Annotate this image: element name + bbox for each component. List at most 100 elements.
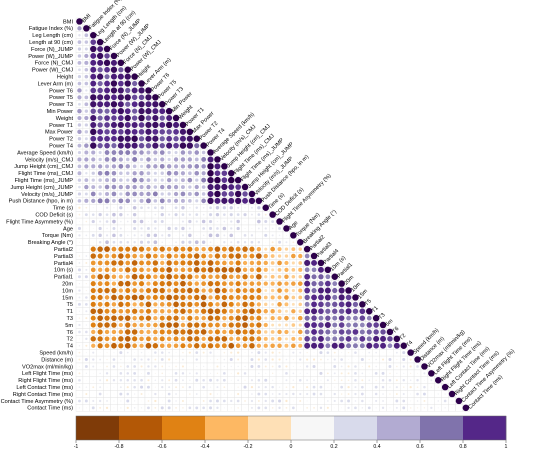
correlation-circle: [146, 295, 151, 300]
correlation-circle: [209, 351, 212, 354]
correlation-circle: [248, 190, 256, 198]
correlation-circle: [430, 406, 433, 410]
correlation-circle: [299, 351, 302, 354]
correlation-circle: [271, 234, 274, 237]
correlation-circle: [140, 393, 143, 396]
correlation-circle: [91, 329, 96, 335]
correlation-circle: [84, 150, 89, 155]
correlation-circle: [216, 365, 219, 368]
correlation-circle: [299, 386, 301, 388]
legend-tick-label: 0.8: [459, 444, 466, 450]
correlation-circle: [271, 385, 274, 389]
correlation-circle: [105, 372, 109, 375]
correlation-circle: [340, 399, 343, 403]
correlation-circle: [125, 260, 131, 266]
correlation-circle: [175, 386, 178, 389]
correlation-circle: [249, 301, 255, 307]
correlation-circle: [90, 308, 97, 315]
correlation-circle: [325, 301, 331, 307]
correlation-circle: [331, 342, 338, 349]
correlation-circle: [98, 226, 102, 231]
correlation-circle: [161, 234, 164, 237]
correlation-circle: [104, 246, 110, 253]
legend-tick-label: -0.2: [244, 444, 253, 450]
correlation-circle: [117, 121, 124, 129]
correlation-circle: [345, 294, 352, 301]
correlation-circle: [243, 241, 247, 244]
correlation-circle: [104, 150, 110, 155]
correlation-circle: [112, 226, 116, 230]
correlation-circle: [85, 289, 87, 292]
correlation-circle: [90, 73, 97, 80]
row-label-distance-m: Distance (m): [41, 357, 73, 363]
correlation-circle: [152, 135, 159, 142]
correlation-circle: [127, 207, 129, 209]
correlation-circle: [409, 365, 412, 368]
row-label-t5: T5: [66, 302, 73, 308]
correlation-circle: [393, 342, 400, 349]
correlation-circle: [270, 309, 275, 314]
correlation-circle: [409, 379, 412, 382]
correlation-circle: [297, 239, 304, 246]
correlation-circle: [194, 322, 200, 328]
correlation-circle: [203, 393, 205, 395]
correlation-circle: [92, 379, 94, 381]
correlation-circle: [423, 400, 426, 402]
correlation-circle: [180, 308, 186, 314]
correlation-circle: [437, 386, 439, 388]
correlation-circle: [111, 184, 117, 190]
correlation-circle: [244, 365, 246, 368]
correlation-circle: [250, 379, 254, 382]
correlation-circle: [126, 372, 130, 375]
correlation-circle: [118, 253, 124, 259]
correlation-circle: [180, 150, 186, 155]
correlation-circle: [110, 87, 118, 94]
correlation-circle: [251, 393, 253, 395]
correlation-circle: [214, 287, 221, 294]
correlation-circle: [207, 156, 214, 163]
correlation-circle: [256, 267, 262, 273]
correlation-circle: [97, 80, 103, 87]
correlation-circle: [437, 400, 440, 402]
correlation-circle: [414, 356, 421, 363]
correlation-circle: [249, 281, 255, 286]
correlation-circle: [138, 94, 145, 101]
correlation-circle: [131, 115, 138, 121]
correlation-circle: [92, 365, 95, 368]
correlation-circle: [117, 115, 124, 121]
correlation-circle: [173, 157, 179, 162]
correlation-circle: [407, 349, 414, 356]
correlation-circle: [435, 377, 442, 384]
correlation-circle: [110, 101, 118, 108]
correlation-circle: [345, 301, 352, 308]
correlation-circle: [271, 351, 274, 354]
correlation-circle: [285, 234, 287, 236]
correlation-circle: [354, 386, 357, 389]
correlation-circle: [166, 329, 172, 335]
correlation-circle: [145, 253, 152, 259]
correlation-circle: [277, 329, 282, 335]
correlation-circle: [113, 386, 115, 388]
correlation-circle: [98, 150, 102, 155]
correlation-circle: [104, 343, 110, 349]
correlation-circle: [175, 365, 177, 368]
correlation-circle: [230, 365, 232, 368]
correlation-circle: [201, 150, 206, 155]
correlation-circle: [216, 227, 219, 230]
correlation-circle: [229, 213, 233, 217]
correlation-circle: [168, 379, 171, 382]
correlation-circle: [105, 220, 109, 223]
correlation-circle: [97, 336, 103, 342]
correlation-circle: [242, 322, 248, 328]
correlation-circle: [145, 287, 152, 294]
row-label-t2: T2: [66, 337, 73, 343]
correlation-circle: [291, 247, 296, 252]
correlation-circle: [118, 80, 124, 87]
correlation-circle: [78, 289, 81, 292]
correlation-circle: [236, 226, 240, 231]
correlation-circle: [359, 322, 365, 328]
correlation-circle: [298, 309, 302, 313]
correlation-circle: [325, 308, 331, 314]
correlation-circle: [187, 343, 193, 349]
correlation-circle: [118, 67, 124, 73]
